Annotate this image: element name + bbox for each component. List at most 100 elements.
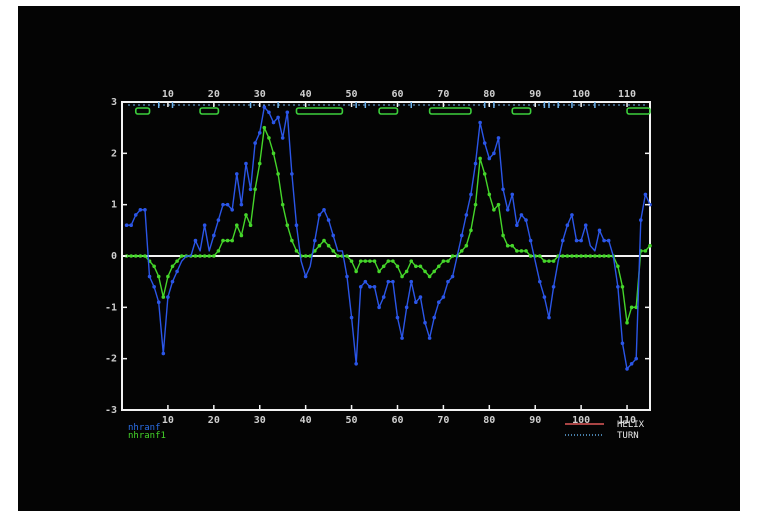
x-tick-label-top: 70 — [437, 89, 449, 100]
data-point-nhranf — [404, 305, 409, 310]
data-point-nhranf — [478, 120, 482, 125]
data-point-nhranf — [354, 362, 358, 366]
data-point-nhranf1 — [620, 285, 625, 289]
data-point-nhranf1 — [368, 259, 372, 263]
data-point-nhranf1 — [510, 243, 515, 248]
data-point-nhranf — [271, 120, 276, 125]
data-point-nhranf — [257, 131, 262, 135]
data-point-nhranf — [583, 223, 588, 227]
data-point-nhranf — [381, 295, 386, 299]
data-point-nhranf — [437, 300, 441, 305]
data-point-nhranf1 — [565, 254, 570, 258]
data-point-nhranf1 — [179, 254, 184, 258]
x-tick-label-bottom: 20 — [208, 415, 220, 426]
data-point-nhranf — [230, 208, 234, 212]
data-point-nhranf1 — [464, 243, 469, 248]
data-point-nhranf1 — [202, 254, 207, 258]
data-point-nhranf — [377, 305, 381, 310]
x-tick-label-bottom: 40 — [300, 415, 312, 426]
data-point-nhranf — [487, 156, 492, 161]
y-tick-label: 0 — [111, 251, 117, 262]
data-point-nhranf1 — [262, 125, 267, 130]
data-point-nhranf — [253, 141, 257, 145]
data-point-nhranf1 — [409, 259, 414, 263]
data-point-nhranf — [602, 238, 606, 243]
data-point-nhranf1 — [583, 254, 588, 258]
data-point-nhranf — [629, 362, 634, 366]
data-point-nhranf1 — [519, 249, 524, 253]
data-point-nhranf — [152, 285, 156, 289]
data-point-nhranf — [634, 356, 639, 361]
data-point-nhranf — [331, 233, 336, 238]
data-point-nhranf1 — [170, 264, 175, 269]
data-point-nhranf1 — [400, 274, 404, 279]
data-point-nhranf — [133, 213, 138, 217]
secondary-legend-label-helix: HELIX — [617, 420, 645, 430]
data-point-nhranf1 — [156, 274, 161, 279]
data-point-nhranf — [547, 315, 551, 320]
x-tick-label-top: 90 — [529, 89, 541, 100]
data-point-nhranf — [643, 192, 648, 197]
data-point-nhranf1 — [597, 254, 602, 258]
data-point-nhranf — [441, 295, 446, 299]
x-tick-label-bottom: 90 — [529, 415, 541, 426]
data-point-nhranf — [248, 187, 253, 192]
data-point-nhranf1 — [152, 264, 156, 269]
data-point-nhranf1 — [349, 259, 354, 263]
data-point-nhranf — [349, 315, 354, 320]
x-tick-label-bottom: 30 — [254, 415, 266, 426]
data-point-nhranf1 — [322, 238, 326, 243]
x-tick-label-top: 30 — [254, 89, 266, 100]
data-point-nhranf — [313, 238, 317, 243]
data-point-nhranf — [129, 223, 133, 227]
data-point-nhranf1 — [271, 151, 276, 156]
data-point-nhranf — [427, 336, 432, 340]
data-point-nhranf — [400, 336, 404, 340]
x-tick-label-bottom: 60 — [391, 415, 403, 426]
secondary-legend-label-turn: TURN — [617, 431, 639, 441]
data-point-nhranf — [560, 238, 565, 243]
data-point-nhranf — [409, 279, 414, 284]
x-tick-label-bottom: 10 — [162, 415, 174, 426]
data-point-nhranf — [515, 223, 519, 227]
data-point-nhranf — [317, 213, 322, 217]
series-layer — [124, 105, 652, 371]
data-point-nhranf — [124, 223, 129, 227]
data-point-nhranf — [239, 202, 244, 207]
data-point-nhranf1 — [391, 259, 395, 263]
legend-entry-nhranf1: nhranf1 — [128, 431, 166, 441]
data-point-nhranf — [262, 105, 267, 109]
data-point-nhranf1 — [138, 254, 143, 258]
data-point-nhranf — [345, 274, 349, 279]
data-point-nhranf — [156, 300, 161, 305]
data-point-nhranf1 — [616, 264, 620, 269]
data-point-nhranf1 — [478, 156, 482, 161]
data-point-nhranf — [161, 351, 166, 356]
data-point-nhranf — [244, 161, 248, 166]
data-point-nhranf1 — [216, 249, 221, 253]
x-tick-label-top: 50 — [346, 89, 358, 100]
data-point-nhranf1 — [423, 269, 427, 274]
data-point-nhranf1 — [570, 254, 574, 258]
data-point-nhranf — [528, 238, 533, 243]
data-point-nhranf1 — [427, 274, 432, 279]
helix-segment — [378, 107, 399, 115]
data-point-nhranf1 — [377, 269, 381, 274]
data-point-nhranf1 — [317, 243, 322, 248]
data-point-nhranf1 — [221, 238, 225, 243]
data-point-nhranf1 — [629, 305, 634, 310]
legend-entry-nhranf: nhranf — [128, 423, 161, 433]
data-point-nhranf — [212, 233, 216, 238]
data-point-nhranf1 — [538, 254, 542, 258]
data-point-nhranf — [202, 223, 207, 227]
data-point-nhranf — [395, 315, 400, 320]
data-point-nhranf — [524, 218, 528, 222]
data-point-nhranf1 — [303, 254, 308, 258]
data-point-nhranf — [565, 223, 570, 227]
data-point-nhranf — [280, 136, 285, 140]
x-tick-label-top: 20 — [208, 89, 220, 100]
data-point-nhranf — [620, 341, 625, 346]
data-point-nhranf — [464, 213, 469, 217]
data-point-nhranf1 — [335, 254, 340, 258]
data-point-nhranf — [551, 285, 556, 289]
